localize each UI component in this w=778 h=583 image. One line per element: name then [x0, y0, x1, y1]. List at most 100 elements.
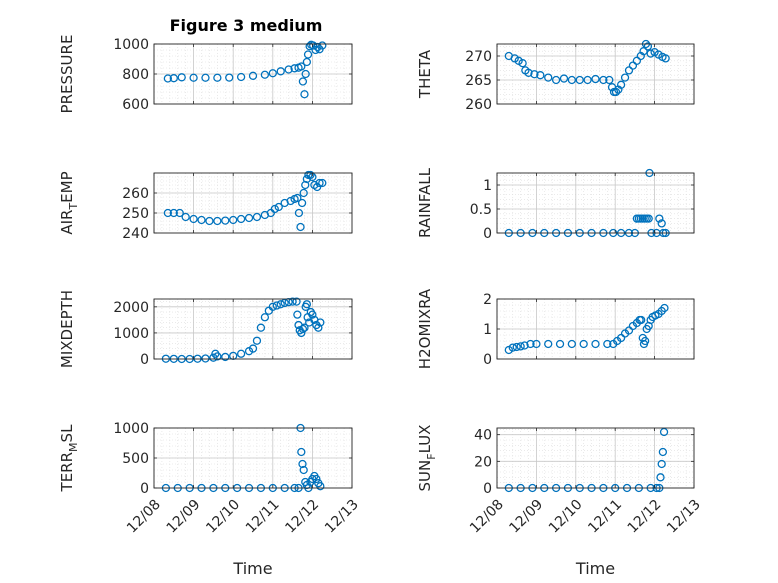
y-axis-label-main: THETA: [416, 49, 434, 99]
data-point: [640, 336, 650, 346]
data-point: [524, 68, 533, 77]
y-tick-label: 1: [483, 322, 492, 338]
y-axis-label: THETA: [416, 49, 434, 99]
subplot-row3-left: 0 1000 2000 MIXDEPTH: [58, 290, 353, 368]
data-point: [306, 170, 315, 180]
data-point: [221, 216, 230, 225]
data-point: [657, 459, 666, 469]
y-tick-label: 600: [122, 97, 149, 113]
x-axis-label: Time: [232, 559, 272, 578]
axes-box: [496, 43, 695, 105]
data-point: [567, 75, 577, 85]
data-point: [555, 339, 565, 349]
data-point: [544, 73, 553, 82]
data-point: [213, 73, 222, 82]
data-point: [201, 73, 210, 82]
y-tick-label: 1000: [113, 421, 149, 437]
data-point: [599, 75, 608, 85]
y-axis-label-subscript: F: [425, 453, 438, 459]
y-tick-label: 0.5: [470, 202, 492, 218]
data-point: [175, 208, 184, 218]
data-point: [318, 178, 327, 188]
subplot-row2-left: 240 250 260 AIRTEMP: [58, 170, 353, 242]
data-point: [260, 70, 270, 79]
subplot-row2-right: 0 0.5 1 RAINFALL: [416, 167, 695, 242]
data-point: [163, 74, 173, 83]
data-point: [512, 342, 521, 352]
axes-background: [497, 173, 694, 233]
y-tick-label: 1: [483, 178, 492, 194]
data-point: [658, 447, 668, 457]
data-point: [318, 41, 327, 50]
data-point: [252, 212, 262, 222]
data-point: [532, 339, 541, 349]
data-point: [656, 473, 665, 482]
y-axis-label-tail: EMP: [58, 171, 76, 202]
data-point: [248, 71, 258, 80]
data-point: [591, 339, 600, 349]
y-axis-label-main: AIR: [58, 210, 76, 235]
data-point: [559, 74, 569, 83]
y-axis-label: AIRTEMP: [58, 171, 80, 234]
data-point: [316, 318, 325, 327]
data-point: [252, 336, 262, 345]
data-point: [299, 188, 308, 198]
axes-box: [153, 298, 353, 360]
data-point: [308, 310, 317, 319]
data-point: [313, 182, 322, 192]
y-tick-label: 0: [483, 226, 492, 242]
data-point: [270, 204, 279, 214]
data-point: [591, 74, 600, 84]
data-point: [225, 73, 234, 82]
data-point: [298, 77, 308, 86]
data-point: [181, 212, 190, 222]
y-tick-label: 800: [122, 67, 149, 83]
data-point: [657, 219, 666, 228]
x-axis-label: Time: [575, 559, 615, 578]
data-point: [292, 297, 301, 306]
y-axis-label-main: RAINFALL: [416, 167, 434, 238]
data-point: [298, 459, 307, 469]
data-point: [197, 215, 206, 225]
y-axis-label-subscript: M: [67, 442, 80, 452]
data-point: [544, 339, 553, 349]
data-point: [620, 73, 630, 82]
subplot-top-left: 600 800 1000 PRESSURE: [58, 35, 353, 113]
y-tick-label: 0: [140, 352, 149, 368]
y-axis-label: RAINFALL: [416, 167, 434, 238]
data-point: [276, 300, 285, 309]
data-point: [526, 339, 535, 349]
data-point: [655, 214, 664, 223]
data-point: [611, 87, 621, 97]
data-point: [236, 72, 246, 82]
data-point: [297, 198, 307, 208]
data-point: [274, 202, 283, 212]
data-point: [530, 70, 539, 79]
y-axis-label-main: H2OMIXRA: [416, 288, 434, 369]
data-point: [297, 447, 306, 457]
data-point: [169, 208, 178, 218]
data-point: [268, 69, 277, 78]
y-tick-label: 260: [465, 97, 492, 113]
data-point: [272, 301, 281, 310]
data-point: [298, 324, 308, 334]
data-point: [248, 344, 258, 353]
data-point: [643, 42, 653, 51]
y-axis-label-main: SUN: [416, 460, 434, 492]
data-point: [293, 193, 302, 203]
y-axis-label: SUNFLUX: [416, 425, 438, 492]
y-axis-label-main: TERR: [58, 452, 76, 493]
y-tick-label: 250: [122, 206, 149, 222]
data-point: [163, 208, 173, 218]
data-point: [536, 71, 545, 80]
data-point: [260, 313, 270, 322]
data-point: [201, 354, 210, 363]
data-point: [508, 343, 517, 352]
data-point: [314, 323, 323, 332]
data-point: [296, 222, 305, 232]
y-tick-label: 0: [483, 352, 492, 368]
data-point: [316, 482, 325, 491]
data-point: [300, 323, 309, 332]
y-axis-label: TERRMSL: [58, 424, 80, 493]
